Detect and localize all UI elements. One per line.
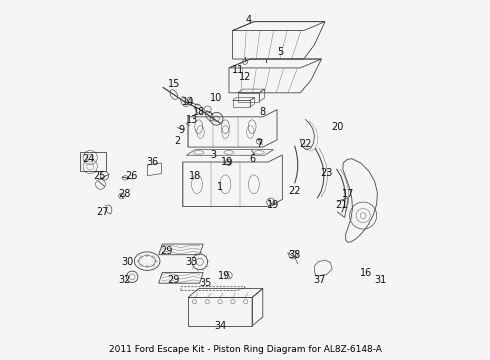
Text: 17: 17 bbox=[342, 189, 354, 199]
Text: 32: 32 bbox=[118, 275, 130, 285]
Text: 33: 33 bbox=[186, 257, 198, 267]
Text: 19: 19 bbox=[218, 271, 230, 281]
Text: 25: 25 bbox=[93, 171, 105, 181]
Text: 24: 24 bbox=[82, 154, 95, 164]
Text: 3: 3 bbox=[210, 150, 216, 160]
Text: 6: 6 bbox=[249, 154, 255, 164]
Text: 28: 28 bbox=[118, 189, 130, 199]
Text: 36: 36 bbox=[147, 157, 159, 167]
Text: 34: 34 bbox=[214, 321, 226, 331]
Text: 31: 31 bbox=[374, 275, 386, 285]
Text: 14: 14 bbox=[182, 97, 194, 107]
Text: 1: 1 bbox=[217, 182, 223, 192]
Text: 29: 29 bbox=[168, 275, 180, 285]
Text: 18: 18 bbox=[193, 107, 205, 117]
Text: 13: 13 bbox=[186, 114, 198, 125]
Text: 2: 2 bbox=[174, 136, 180, 146]
Text: 37: 37 bbox=[314, 275, 326, 285]
Text: 5: 5 bbox=[277, 47, 284, 57]
Text: 23: 23 bbox=[320, 168, 333, 178]
Text: 4: 4 bbox=[245, 15, 252, 25]
Text: 12: 12 bbox=[239, 72, 251, 82]
Text: 8: 8 bbox=[260, 107, 266, 117]
Text: 29: 29 bbox=[161, 246, 173, 256]
Text: 9: 9 bbox=[178, 125, 184, 135]
Text: 16: 16 bbox=[360, 267, 372, 278]
Text: 18: 18 bbox=[189, 171, 201, 181]
Text: 2011 Ford Escape Kit - Piston Ring Diagram for AL8Z-6148-A: 2011 Ford Escape Kit - Piston Ring Diagr… bbox=[109, 345, 381, 354]
Text: 10: 10 bbox=[210, 93, 222, 103]
Text: 21: 21 bbox=[335, 200, 347, 210]
Text: 38: 38 bbox=[289, 250, 301, 260]
Text: 30: 30 bbox=[122, 257, 134, 267]
Text: 19: 19 bbox=[268, 200, 280, 210]
Text: 22: 22 bbox=[289, 186, 301, 196]
Text: 20: 20 bbox=[331, 122, 343, 132]
Text: 11: 11 bbox=[232, 65, 244, 75]
Text: 22: 22 bbox=[299, 139, 312, 149]
Text: 19: 19 bbox=[221, 157, 233, 167]
Text: 27: 27 bbox=[97, 207, 109, 217]
Text: 35: 35 bbox=[199, 278, 212, 288]
Text: 15: 15 bbox=[168, 79, 180, 89]
Text: 26: 26 bbox=[125, 171, 137, 181]
Text: 7: 7 bbox=[256, 139, 262, 149]
